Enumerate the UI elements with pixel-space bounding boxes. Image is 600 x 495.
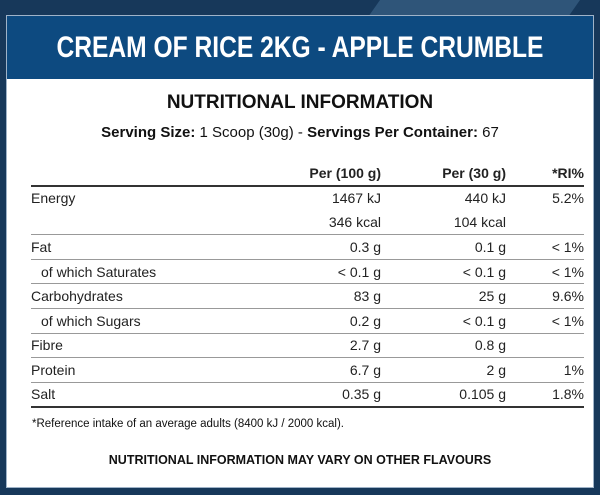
value-ri (506, 210, 584, 236)
col-ri: *RI% (506, 161, 584, 187)
value-per-100g: 6.7 g (256, 357, 381, 383)
table-row: of which Sugars 0.2 g < 0.1 g < 1% (31, 308, 584, 334)
value-per-30g: 440 kJ (464, 190, 506, 207)
nutrient-name: Fibre (31, 333, 256, 359)
table-row: Carbohydrates 83 g 25 g 9.6% (31, 283, 584, 310)
value-ri: 5.2% (552, 190, 584, 207)
table-row: Energy 1467 kJ 440 kJ 5.2% (31, 186, 584, 211)
value-ri: 1% (506, 357, 584, 383)
value-per-100g: 2.7 g (256, 333, 381, 359)
table-row: Salt 0.35 g 0.105 g 1.8% (31, 382, 584, 408)
col-per-100g: Per (100 g) (256, 161, 381, 187)
table-header: Per (100 g) Per (30 g) *RI% (31, 161, 584, 187)
value-per-30g: 0.8 g (381, 333, 506, 359)
value-per-30g: 2 g (381, 357, 506, 383)
value-per-30g: 0.1 g (381, 234, 506, 260)
title-bar: CREAM OF RICE 2KG - APPLE CRUMBLE (7, 16, 593, 79)
value-per-100g: 0.3 g (256, 234, 381, 260)
value-ri: < 1% (506, 234, 584, 260)
table-row: Fibre 2.7 g 0.8 g (31, 333, 584, 359)
nutrient-name: Protein (31, 357, 256, 383)
table-row: Fat 0.3 g 0.1 g < 1% (31, 234, 584, 260)
col-nutrient (31, 161, 256, 187)
serving-size-value: 1 Scoop (30g) (199, 124, 294, 141)
serving-separator: - (297, 124, 303, 141)
nutrient-name: of which Sugars (31, 308, 256, 334)
serving-size-label: Serving Size: (101, 124, 196, 141)
value-per-100g: 0.2 g (256, 308, 381, 334)
value-per-100g: 0.35 g (256, 382, 381, 408)
value-per-100g: 83 g (256, 283, 381, 310)
value-per-30g: 25 g (381, 283, 506, 310)
nutrient-name: of which Saturates (31, 259, 256, 285)
nutrient-name: Fat (31, 234, 256, 260)
nutrient-name: Carbohydrates (31, 283, 256, 310)
nutrient-name (31, 210, 256, 236)
nutrition-table: Per (100 g) Per (30 g) *RI% Energy 1467 k… (31, 161, 584, 408)
serving-info: Serving Size: 1 Scoop (30g) - Servings P… (7, 124, 593, 142)
value-ri (506, 333, 584, 359)
value-per-30g: < 0.1 g (381, 259, 506, 285)
value-per-30g: 0.105 g (381, 382, 506, 408)
value-ri: 1.8% (506, 382, 584, 408)
footnote: *Reference intake of an average adults (… (32, 418, 344, 430)
value-per-100g: 1467 kJ (331, 190, 381, 207)
value-per-30g: < 0.1 g (381, 308, 506, 334)
value-ri: < 1% (506, 259, 584, 285)
nutrition-card: CREAM OF RICE 2KG - APPLE CRUMBLE NUTRIT… (6, 15, 594, 488)
product-title: CREAM OF RICE 2KG - APPLE CRUMBLE (56, 31, 544, 64)
section-title: NUTRITIONAL INFORMATION (166, 92, 434, 113)
value-per-30g: 104 kcal (381, 210, 506, 236)
table-row: 346 kcal 104 kcal (31, 210, 584, 236)
col-per-30g: Per (30 g) (381, 161, 506, 187)
servings-value: 67 (482, 124, 499, 141)
servings-label: Servings Per Container: (307, 124, 478, 141)
value-per-100g: < 0.1 g (256, 259, 381, 285)
table-row: of which Saturates < 0.1 g < 0.1 g < 1% (31, 259, 584, 285)
value-ri: < 1% (506, 308, 584, 334)
flavour-note: NUTRITIONAL INFORMATION MAY VARY ON OTHE… (108, 453, 492, 467)
nutrient-name: Energy (31, 190, 76, 207)
nutrient-name: Salt (31, 382, 256, 408)
value-per-100g: 346 kcal (256, 210, 381, 236)
value-ri: 9.6% (506, 283, 584, 310)
